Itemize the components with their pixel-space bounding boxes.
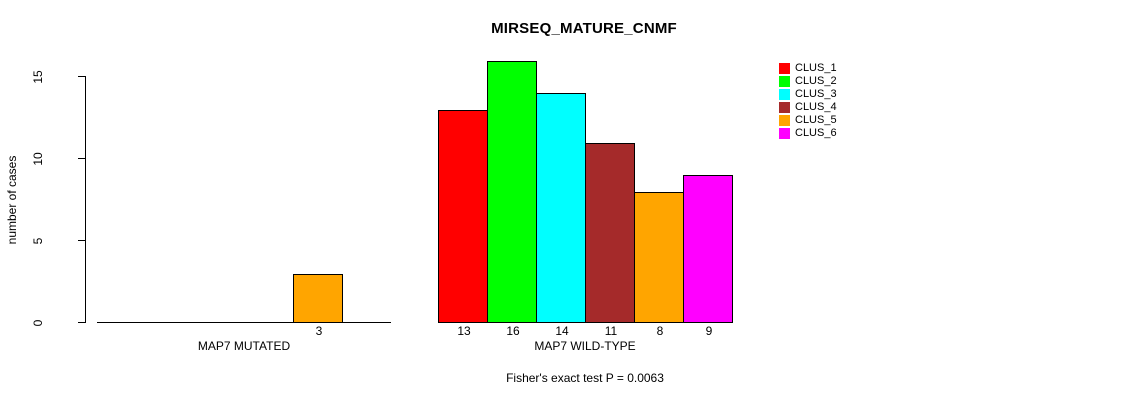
- legend-color-swatch: [779, 115, 790, 126]
- y-axis-tick-label: 15: [31, 70, 45, 84]
- legend-item-label: CLUS_4: [795, 101, 837, 113]
- bar-value-label: 9: [705, 324, 713, 338]
- y-axis-tick-label: 10: [31, 152, 45, 166]
- bar-value-label: 13: [457, 324, 471, 338]
- legend-item: CLUS_2: [779, 76, 837, 87]
- annotation-text: Fisher's exact test P = 0.0063: [506, 371, 664, 385]
- x-axis-group-label-wildtype: MAP7 WILD-TYPE: [534, 339, 636, 353]
- legend-color-swatch: [779, 102, 790, 113]
- bar-value-label: 3: [315, 324, 323, 338]
- bar-clus_3: [536, 93, 586, 323]
- y-axis-tick-label: 5: [31, 237, 45, 245]
- bar-clus_2: [487, 61, 537, 323]
- legend-item-label: CLUS_3: [795, 88, 837, 100]
- bar-clus_5: [634, 192, 684, 323]
- bar-value-label: 16: [506, 324, 520, 338]
- legend-item: CLUS_6: [779, 128, 837, 139]
- legend-item-label: CLUS_2: [795, 75, 837, 87]
- legend-color-swatch: [779, 89, 790, 100]
- y-axis-tick: [78, 322, 86, 323]
- chart-title: MIRSEQ_MATURE_CNMF: [491, 20, 677, 37]
- bar-clus_4: [585, 143, 635, 323]
- bar-value-label: 8: [656, 324, 664, 338]
- y-axis-tick: [78, 158, 86, 159]
- legend-item: CLUS_3: [779, 89, 837, 100]
- y-axis-line: [85, 77, 86, 323]
- legend-item: CLUS_1: [779, 63, 837, 74]
- legend-item-label: CLUS_6: [795, 127, 837, 139]
- y-axis-label: number of cases: [5, 155, 19, 245]
- y-axis-tick-label: 0: [31, 319, 45, 327]
- y-axis-tick: [78, 76, 86, 77]
- legend-item: CLUS_5: [779, 115, 837, 126]
- legend-color-swatch: [779, 128, 790, 139]
- legend-item-label: CLUS_5: [795, 114, 837, 126]
- legend-item: CLUS_4: [779, 102, 837, 113]
- x-axis-group-label-mutated: MAP7 MUTATED: [197, 339, 291, 353]
- legend-item-label: CLUS_1: [795, 62, 837, 74]
- bar-clus_6: [683, 175, 733, 323]
- legend-color-swatch: [779, 63, 790, 74]
- y-axis-tick: [78, 240, 86, 241]
- x-axis-line-mutated-group: [97, 322, 391, 323]
- legend-color-swatch: [779, 76, 790, 87]
- bar-value-label: 14: [555, 324, 569, 338]
- bar-value-label: 11: [604, 324, 618, 338]
- bar-clus_1: [438, 110, 488, 323]
- legend: CLUS_1 CLUS_2 CLUS_3 CLUS_4 CLUS_5 CLUS_6: [779, 63, 837, 139]
- bar-clus_5: [293, 274, 343, 323]
